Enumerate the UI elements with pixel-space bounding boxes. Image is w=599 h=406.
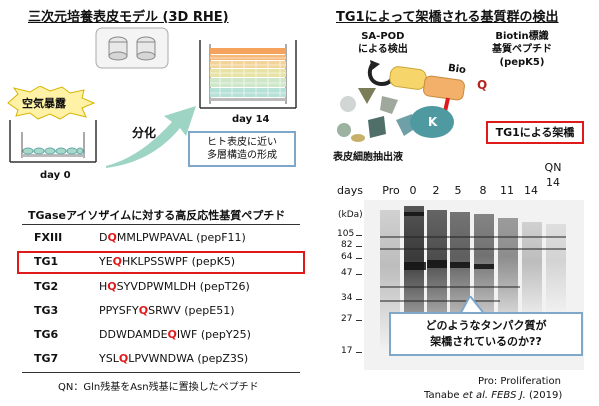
biotin-line2: 基質ペプチド	[492, 44, 552, 55]
biotin-label: Biotin標識 基質ペプチド (pepK5)	[492, 30, 552, 69]
peptide-row-tg1: TG1 YEQHKLPSSWPF (pepK5)	[34, 255, 235, 268]
peptide-seq-post: LPVWNDWA (pepZ3S)	[128, 352, 249, 365]
day14-culture	[198, 38, 298, 112]
day0-label: day 0	[40, 170, 71, 181]
citation-authors: Tanabe	[424, 390, 463, 401]
differentiation-label: 分化	[132, 126, 157, 140]
gel-callout-line1: どのようなタンパク質が	[425, 319, 547, 332]
peptide-seq-q: Q	[138, 304, 149, 317]
peptide-name: TG3	[34, 304, 59, 317]
air-exposure-burst	[4, 85, 96, 120]
peptide-seq-q: Q	[112, 255, 123, 268]
marker-47: 47	[341, 268, 353, 278]
k-tag-label: K	[428, 115, 438, 129]
peptide-seq-pre: YE	[99, 255, 113, 268]
lane-qn14: QN 14	[544, 161, 562, 189]
q-tag-label: Q	[477, 78, 488, 92]
marker-tick	[356, 320, 362, 321]
tg1-crosslink-box: TG1による架橋	[486, 121, 584, 144]
lane-pro: Pro	[382, 184, 400, 197]
peptide-seq-q: Q	[167, 328, 177, 341]
peptide-name: TG7	[34, 352, 59, 365]
gel-callout-line2: 架橋されているのか??	[430, 335, 542, 348]
sa-pod-label: SA-POD による検出	[358, 30, 408, 56]
peptide-seq-pre: DDWDAMDE	[99, 328, 168, 341]
marker-34: 34	[341, 293, 353, 303]
marker-tick	[356, 235, 362, 236]
kda-label: (kDa)	[338, 210, 363, 220]
peptide-seq-q: Q	[118, 352, 129, 365]
peptide-seq-pre: H	[99, 280, 108, 293]
air-exposure-label: 空気暴露	[22, 97, 66, 110]
marker-64: 64	[341, 252, 353, 262]
citation-journal: et al. FEBS J.	[462, 390, 526, 401]
marker-tick	[356, 274, 362, 275]
peptide-row-tg7: TG7 YSLQLPVWNDWA (pepZ3S)	[34, 352, 248, 365]
tg1-highlight-box	[17, 251, 305, 274]
marker-tick	[356, 299, 362, 300]
marker-tick	[356, 352, 362, 353]
crosslink-schematic	[336, 58, 496, 148]
table-bottom-rule	[22, 372, 300, 373]
table-top-rule	[22, 224, 300, 225]
sa-pod-line2: による検出	[358, 44, 408, 55]
peptide-row-tg2: TG2 HQSYVDPWMLDH (pepT26)	[34, 280, 250, 293]
peptide-seq-pre: PPYSFY	[99, 304, 139, 317]
peptide-table-title: TGaseアイソザイムに対する高反応性基質ペプチド	[28, 209, 286, 222]
peptide-seq-post: SYVDPWMLDH (pepT26)	[116, 280, 250, 293]
lane-0: 0	[409, 184, 417, 197]
peptide-row-tg6: TG6 DDWDAMDEQIWF (pepY25)	[34, 328, 251, 341]
citation: Tanabe et al. FEBS J. (2019)	[424, 390, 562, 401]
marker-tick	[356, 246, 362, 247]
peptide-row-tg3: TG3 PPYSFYQSRWV (pepE51)	[34, 304, 234, 317]
gel-question-callout: どのようなタンパク質が 架橋されているのか??	[389, 312, 583, 356]
peptide-seq-q: Q	[107, 231, 117, 244]
proliferation-footnote: Pro: Proliferation	[478, 376, 561, 387]
extract-label: 表皮細胞抽出液	[333, 152, 403, 163]
lane-11: 11	[500, 184, 514, 197]
days-label: days	[337, 184, 363, 197]
peptide-seq-pre: D	[99, 231, 108, 244]
peptide-seq-post: HKLPSSWPF (pepK5)	[122, 255, 236, 268]
lane-14: 14	[524, 184, 538, 197]
peptide-name: FXIII	[34, 231, 63, 244]
culture-insert-illustration	[92, 24, 172, 72]
peptide-row-fxiii: FXIII DQMMLPWPAVAL (pepF11)	[34, 231, 246, 244]
citation-year: (2019)	[525, 390, 563, 401]
marker-82: 82	[341, 240, 353, 250]
peptide-name: TG1	[34, 255, 59, 268]
peptide-name: TG6	[34, 328, 59, 341]
left-title: 三次元培養表皮モデル (3D RHE)	[28, 10, 229, 25]
western-blot-image	[364, 200, 584, 370]
day14-label: day 14	[232, 114, 270, 125]
rhe-callout-line2: 多層構造の形成	[207, 150, 277, 161]
peptide-seq-post: SRWV (pepE51)	[148, 304, 235, 317]
marker-27: 27	[341, 314, 353, 324]
biotin-line3: (pepK5)	[499, 57, 545, 68]
rhe-callout-line1: ヒト表皮に近い	[207, 137, 277, 148]
qn-note: QN：Gln残基をAsn残基に置換したペプチド	[58, 382, 259, 393]
marker-tick	[356, 258, 362, 259]
day0-culture	[8, 118, 98, 166]
peptide-seq-pre: YSL	[99, 352, 119, 365]
peptide-seq-post: MMLPWPAVAL (pepF11)	[116, 231, 246, 244]
peptide-seq-q: Q	[107, 280, 117, 293]
sa-pod-line1: SA-POD	[361, 31, 405, 42]
lane-8: 8	[479, 184, 487, 197]
marker-17: 17	[341, 346, 353, 356]
marker-105: 105	[337, 229, 355, 239]
lane-2: 2	[432, 184, 440, 197]
peptide-seq-post: IWF (pepY25)	[176, 328, 251, 341]
biotin-line1: Biotin標識	[495, 31, 549, 42]
differentiation-arrow	[100, 100, 200, 170]
right-title: TG1によって架橋される基質群の検出	[336, 10, 559, 25]
peptide-name: TG2	[34, 280, 59, 293]
bio-tag-label: Bio	[447, 62, 467, 77]
lane-5: 5	[454, 184, 462, 197]
rhe-callout: ヒト表皮に近い 多層構造の形成	[188, 131, 296, 167]
